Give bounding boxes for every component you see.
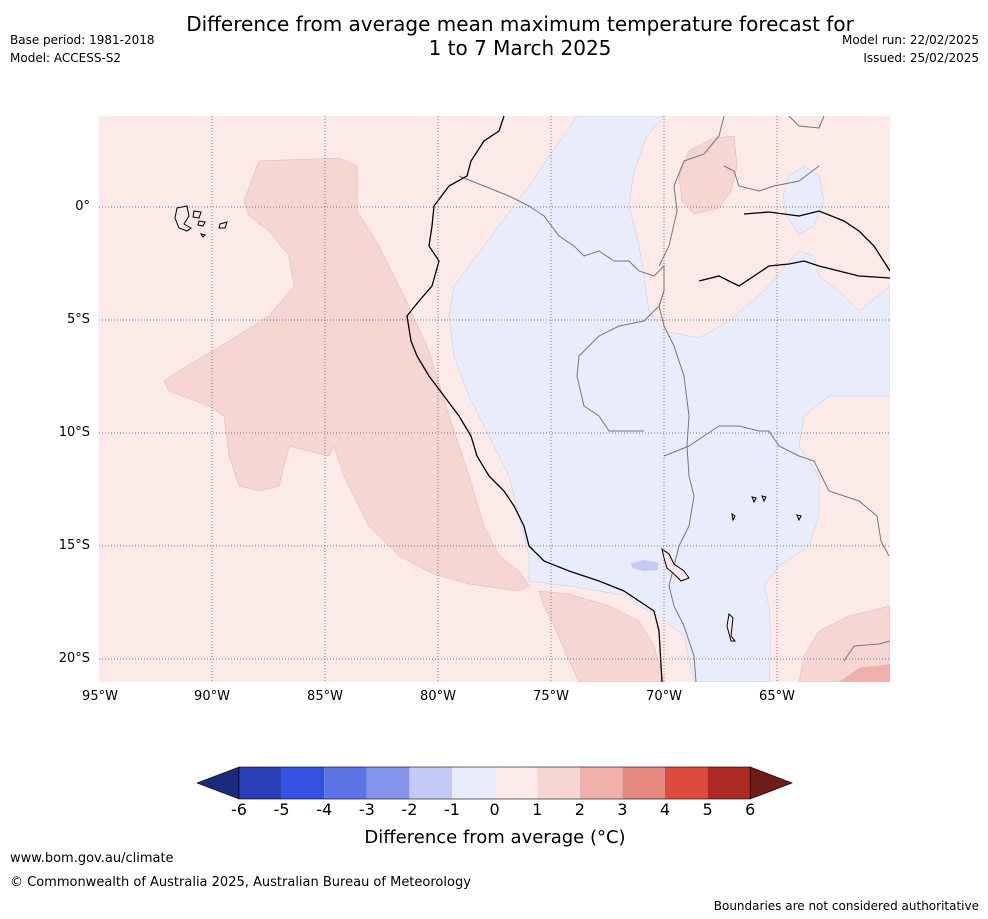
amazon-cool-region (448, 116, 890, 682)
colorbar-cell (622, 767, 665, 799)
colorbar-tick-label: -6 (231, 800, 247, 819)
colorbar-tick-label: 5 (702, 800, 713, 819)
colorbar-tick-label: -5 (273, 800, 290, 819)
colorbar-tick-label: 3 (617, 800, 628, 819)
northeast-cool-patch (782, 165, 825, 235)
colorbar-cell (665, 767, 708, 799)
colorbar-tick-label: -4 (316, 800, 333, 819)
lon-label-65w: 65°W (759, 689, 795, 704)
colorbar-tick-label: 0 (489, 800, 500, 819)
colorbar-tick-label: 6 (745, 800, 756, 819)
lon-label-75w: 75°W (533, 689, 569, 704)
colorbar-tick-label: -1 (444, 800, 460, 819)
lat-label-0: 0° (75, 199, 90, 214)
colorbar-cell (452, 767, 495, 799)
colorbar-tick-label: 4 (659, 800, 671, 819)
country-boundaries (458, 116, 890, 682)
lat-label-5s: 5°S (66, 312, 90, 327)
colorbar-tick-label: -3 (358, 800, 375, 819)
copyright-text: © Commonwealth of Australia 2025, Austra… (10, 875, 471, 890)
colorbar-tick-label: 2 (574, 800, 585, 819)
lon-label-80w: 80°W (420, 689, 456, 704)
model-name: Model: ACCESS-S2 (10, 51, 122, 65)
disclaimer-text: Boundaries are not considered authoritat… (713, 899, 979, 913)
model-run: Model run: 22/02/2025 (841, 33, 979, 47)
colorbar-extend-low (197, 766, 240, 800)
lon-label-95w: 95°W (82, 689, 118, 704)
lat-label-15s: 15°S (58, 538, 90, 553)
title-line-2: 1 to 7 March 2025 (428, 36, 612, 60)
lat-label-10s: 10°S (58, 425, 90, 440)
colorbar-tick-label: 1 (532, 800, 543, 819)
southeast-strong-warm-patch (839, 664, 890, 682)
galapagos-islands (174, 205, 228, 238)
colorbar-cell (239, 767, 282, 799)
lon-label-90w: 90°W (194, 689, 230, 704)
meta-left: Base period: 1981-2018 Model: ACCESS-S2 (10, 31, 155, 67)
meta-right: Model run: 22/02/2025 Issued: 25/02/2025 (842, 31, 979, 67)
colorbar-cell (537, 767, 580, 799)
website-link[interactable]: www.bom.gov.au/climate (10, 851, 174, 866)
colorbar-extend-high (749, 766, 793, 800)
title-line-1: Difference from average mean maximum tem… (186, 12, 854, 36)
colorbar-cell (324, 767, 367, 799)
lakes (661, 495, 802, 642)
colorbar (197, 766, 793, 800)
coastline (406, 116, 890, 682)
lat-label-20s: 20°S (58, 651, 90, 666)
map-svg (99, 116, 890, 682)
north-warm-patch (678, 135, 738, 215)
titicaca-cool-patch (631, 560, 659, 571)
colorbar-cell (409, 767, 452, 799)
lon-label-70w: 70°W (646, 689, 682, 704)
southeast-warm-patch (798, 605, 890, 682)
forecast-map (99, 116, 890, 682)
colorbar-cell (494, 767, 538, 799)
base-period: Base period: 1981-2018 (10, 33, 155, 47)
colorbar-cells (197, 766, 793, 800)
map-title: Difference from average mean maximum tem… (150, 12, 890, 60)
colorbar-cell (281, 767, 325, 799)
colorbar-cell (579, 767, 623, 799)
colorbar-tick-label: -2 (401, 800, 418, 819)
graticule (99, 116, 890, 682)
colorbar-cell (366, 767, 410, 799)
issued-date: Issued: 25/02/2025 (863, 51, 979, 65)
colorbar-cell (707, 767, 751, 799)
lon-label-85w: 85°W (307, 689, 343, 704)
colorbar-label: Difference from average (°C) (364, 827, 626, 848)
